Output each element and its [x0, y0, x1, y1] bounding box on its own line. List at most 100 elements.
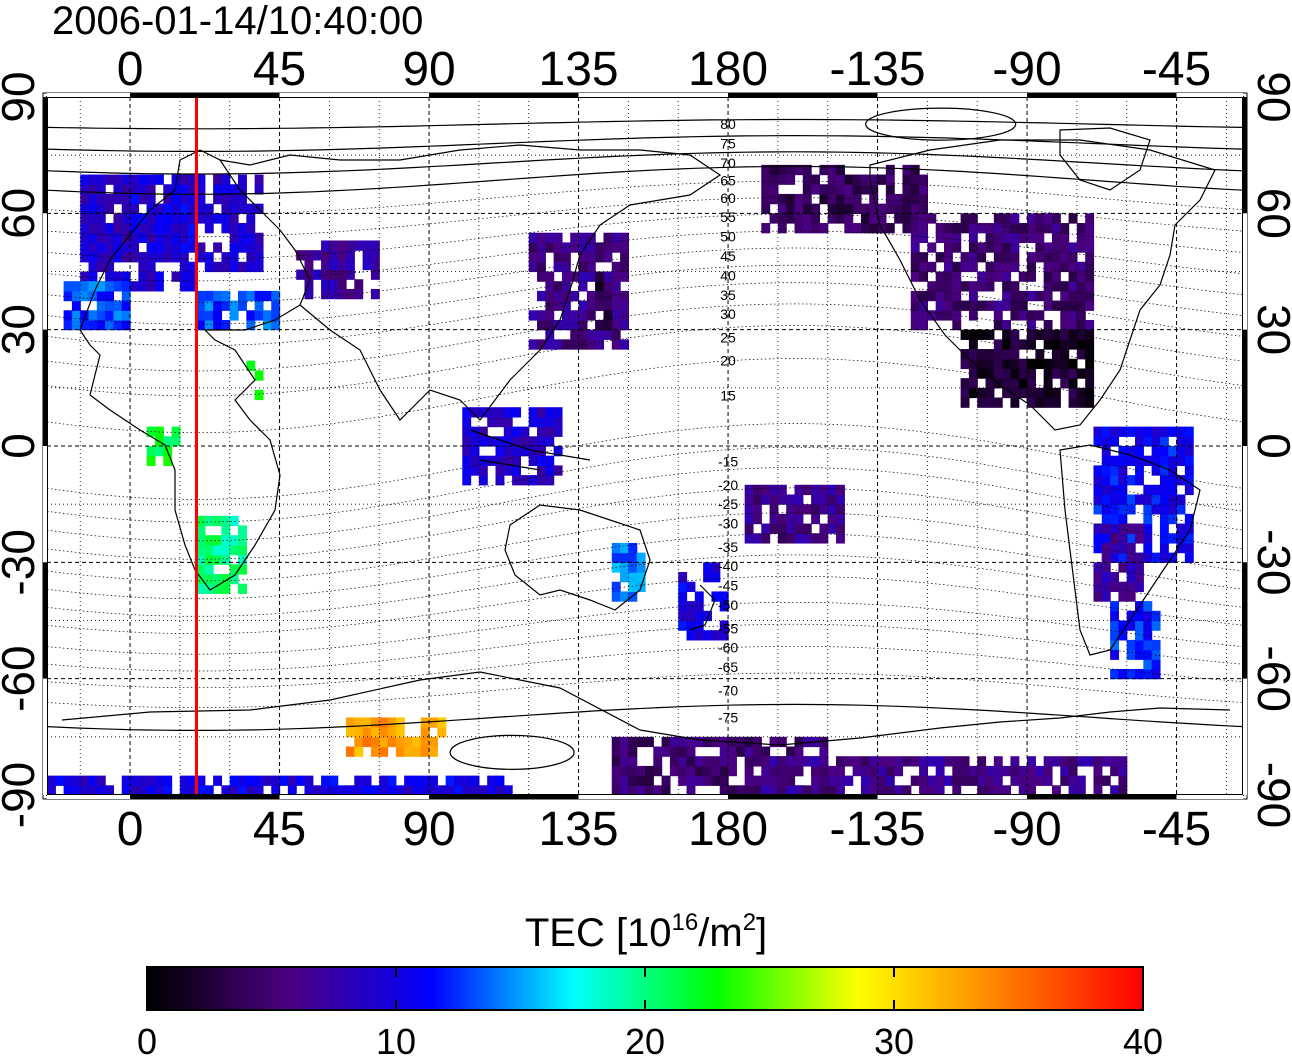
tec-cell: [420, 775, 430, 786]
contour-line: [47, 467, 1243, 542]
tec-cell: [1018, 223, 1028, 234]
tec-cell: [902, 164, 912, 176]
frame-bar-segment: [47, 93, 131, 97]
tec-cell: [204, 261, 214, 273]
tec-cell: [595, 339, 605, 350]
tec-cell: [1126, 504, 1136, 515]
tec-cell: [786, 746, 796, 757]
tec-cell: [952, 310, 962, 321]
tec-cell: [1151, 552, 1161, 563]
tec-cell: [968, 213, 978, 224]
tec-cell: [586, 329, 596, 340]
tec-cell: [1135, 465, 1144, 476]
tec-cell: [254, 370, 264, 381]
tec-cell: [80, 775, 90, 786]
tec-cell: [902, 174, 912, 185]
tec-cell: [1043, 242, 1053, 253]
tec-cell: [80, 203, 90, 214]
tec-cell: [1135, 620, 1144, 631]
tec-cell: [105, 242, 115, 253]
tec-cell: [528, 232, 538, 244]
contour-label: 20: [720, 353, 736, 369]
tec-cell: [977, 329, 987, 340]
tec-cell: [570, 290, 580, 302]
tec-cell: [910, 310, 920, 321]
tec-cell: [1101, 572, 1111, 583]
tec-cell: [968, 281, 978, 292]
tec-cell: [786, 213, 796, 224]
tec-cell: [146, 281, 156, 292]
tec-cell: [1035, 290, 1045, 302]
tec-cell: [935, 310, 945, 321]
tec-cell: [329, 250, 339, 261]
tec-cell: [96, 310, 106, 321]
tec-cell: [1126, 610, 1136, 622]
tec-cell: [603, 290, 613, 302]
tec-cell: [786, 785, 796, 795]
tec-cell: [429, 717, 438, 728]
tec-cell: [578, 281, 588, 292]
tec-cell: [553, 252, 563, 263]
tec-cell: [362, 240, 372, 251]
tec-cell: [537, 339, 546, 350]
tec-cell: [1035, 387, 1045, 399]
tec-cell: [1118, 484, 1128, 496]
tec-cell: [105, 174, 115, 185]
colorbar-tick-label: 40: [1123, 1021, 1163, 1057]
tec-cell: [545, 465, 555, 476]
tec-cell: [595, 319, 605, 331]
tec-cell: [1060, 319, 1070, 331]
tec-cell: [537, 319, 546, 331]
tec-cell: [1051, 242, 1061, 253]
tec-cell: [819, 785, 829, 795]
tec-cell: [836, 523, 845, 534]
tec-cell: [1118, 668, 1128, 680]
tec-cell: [1118, 765, 1128, 777]
tec-cell: [528, 407, 538, 418]
right-latitude-labels: 9060300-30-60-90: [1248, 71, 1292, 828]
tec-cell: [985, 397, 995, 408]
tec-cell: [885, 164, 895, 176]
tec-cell: [628, 581, 638, 593]
lat-tick-label: 30: [1248, 304, 1292, 355]
tec-cell: [960, 378, 970, 389]
contour-label: -35: [718, 539, 738, 555]
tec-cell: [229, 515, 239, 527]
tec-cell: [130, 203, 139, 214]
tec-cell: [221, 300, 231, 311]
tec-cell: [238, 525, 247, 536]
tec-cell: [977, 349, 987, 360]
contour-label: 40: [720, 267, 736, 283]
tec-cell: [1002, 261, 1012, 273]
tec-cell: [130, 242, 139, 253]
tec-cell: [1151, 484, 1161, 496]
tec-cell: [453, 775, 463, 786]
tec-cell: [910, 213, 920, 224]
tec-cell: [827, 164, 837, 176]
tec-cell: [1110, 504, 1120, 515]
tec-cell: [744, 775, 754, 786]
tec-cell: [802, 736, 812, 748]
tec-cell: [1002, 213, 1012, 224]
tec-cell: [254, 290, 264, 302]
bottom-longitude-bar: [47, 795, 1243, 799]
tec-cell: [196, 290, 206, 302]
tec-cell: [578, 271, 588, 282]
tec-cell: [71, 290, 81, 302]
tec-cell: [977, 300, 987, 311]
tec-cell: [246, 213, 256, 224]
tec-cell: [794, 513, 804, 525]
tec-cell: [105, 261, 115, 273]
tec-cell: [346, 269, 355, 280]
tec-cell: [113, 232, 123, 244]
tec-cell: [719, 785, 729, 795]
tec-cell: [620, 785, 629, 795]
tec-cell: [844, 223, 854, 234]
tec-cell: [860, 203, 870, 214]
tec-cell: [869, 223, 879, 234]
tec-cell: [1002, 300, 1012, 311]
tec-cell: [154, 174, 164, 185]
tec-cell: [1126, 523, 1136, 534]
tec-cell: [570, 271, 580, 282]
tec-cell: [836, 504, 845, 515]
